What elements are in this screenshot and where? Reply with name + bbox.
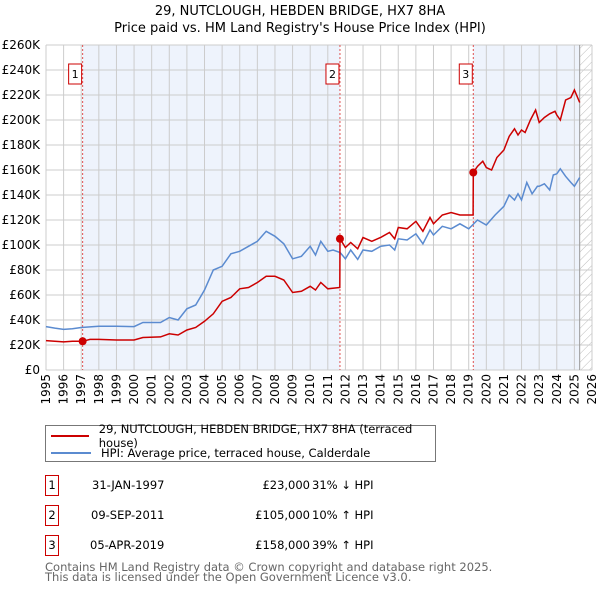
forecast-hatch [579,45,592,370]
x-tick-label: 2001 [145,374,159,405]
x-tick-label: 2013 [356,374,370,405]
transaction-date: 05-APR-2019 [90,538,165,552]
transaction-price: £23,000 [262,478,310,492]
x-tick-label: 2010 [303,374,317,405]
transaction-hpi-diff: 39% ↑ HPI [312,538,374,552]
footer-copyright: Contains HM Land Registry data © Crown c… [45,560,493,574]
shaded-period [473,45,580,370]
y-tick-label: £0 [25,363,40,377]
sale-point [78,337,87,346]
sale-label: 1 [72,68,79,81]
price-chart: 1995 1996 1997 1998 1999 2000 2001 2002 2003 2004… [2,38,599,405]
x-tick-label: 1996 [57,374,71,405]
x-tick-label: 2008 [268,374,282,405]
y-tick-label: £100K [2,238,42,252]
y-tick-label: £80K [9,263,41,277]
transaction-number: 3 [45,535,59,556]
x-tick-label: 1997 [74,374,88,405]
chart-title: 29, NUTCLOUGH, HEBDEN BRIDGE, HX7 8HA [154,4,446,19]
legend-item-property: 29, NUTCLOUGH, HEBDEN BRIDGE, HX7 8HA (t… [46,422,435,450]
legend-item-hpi: HPI: Average price, terraced house, Cald… [46,445,370,461]
y-tick-label: £40K [9,313,41,327]
legend: 29, NUTCLOUGH, HEBDEN BRIDGE, HX7 8HA (t… [45,422,436,462]
x-tick-label: 1999 [109,374,123,405]
x-tick-label: 2006 [233,374,247,405]
x-tick-label: 2011 [321,374,335,405]
transaction-row: 3 05-APR-2019 £158,000 39% ↑ HPI [45,535,465,556]
y-tick-label: £180K [2,138,42,152]
legend-swatch-hpi [51,452,91,454]
x-tick-label: 2007 [250,374,264,405]
x-tick-label: 2026 [585,374,599,405]
chart-subtitle: Price paid vs. HM Land Registry's House … [114,21,486,36]
y-tick-label: £260K [2,38,42,52]
y-tick-label: £240K [2,63,42,77]
x-tick-label: 2014 [374,374,388,405]
transaction-row: 2 09-SEP-2011 £105,000 10% ↑ HPI [45,505,465,526]
x-tick-label: 2009 [286,374,300,405]
sale-label: 3 [462,68,469,81]
x-tick-label: 2003 [180,374,194,405]
shaded-period [82,45,340,370]
x-tick-label: 1995 [39,374,53,405]
legend-label-property: 29, NUTCLOUGH, HEBDEN BRIDGE, HX7 8HA (t… [98,422,413,450]
x-tick-label: 2002 [162,374,176,405]
transaction-date: 09-SEP-2011 [91,508,165,522]
x-tick-label: 2020 [479,374,493,405]
y-tick-label: £200K [2,113,42,127]
transaction-row: 1 31-JAN-1997 £23,000 31% ↓ HPI [45,475,465,496]
transaction-hpi-diff: 31% ↓ HPI [312,478,374,492]
x-tick-label: 2016 [409,374,423,405]
x-tick-label: 2005 [215,374,229,405]
transaction-date: 31-JAN-1997 [92,478,165,492]
transaction-price: £105,000 [255,508,310,522]
series-line [45,167,581,331]
transaction-hpi-diff: 10% ↑ HPI [312,508,374,522]
series-line [45,88,581,343]
x-tick-label: 2018 [444,374,458,405]
transaction-number: 1 [45,475,59,496]
sale-label-box [325,63,340,85]
x-tick-label: 2012 [338,374,352,405]
x-tick-label: 2021 [497,374,511,405]
x-tick-label: 2000 [127,374,141,405]
y-tick-label: £60K [9,288,41,302]
y-tick-label: £160K [2,163,42,177]
y-tick-label: £120K [2,213,42,227]
sale-label-box [458,63,473,85]
x-tick-label: 2025 [567,374,581,405]
legend-label-hpi: HPI: Average price, terraced house, Cald… [101,446,371,460]
x-tick-label: 2017 [426,374,440,405]
transaction-price: £158,000 [255,538,310,552]
footer-licence: This data is licensed under the Open Gov… [45,570,412,584]
x-tick-label: 2004 [198,374,212,405]
sale-point [469,168,478,177]
y-tick-label: £220K [2,88,42,102]
sale-point [335,234,344,243]
x-tick-label: 2024 [550,374,564,405]
y-tick-label: £140K [2,188,42,202]
sale-label-box [68,63,83,85]
x-tick-label: 2022 [515,374,529,405]
legend-swatch-property [51,435,89,437]
x-tick-label: 1998 [92,374,106,405]
x-tick-label: 2019 [462,374,476,405]
sale-label: 2 [329,68,336,81]
y-tick-label: £20K [9,338,41,352]
x-tick-label: 2015 [391,374,405,405]
transaction-number: 2 [45,505,59,526]
x-tick-label: 2023 [532,374,546,405]
